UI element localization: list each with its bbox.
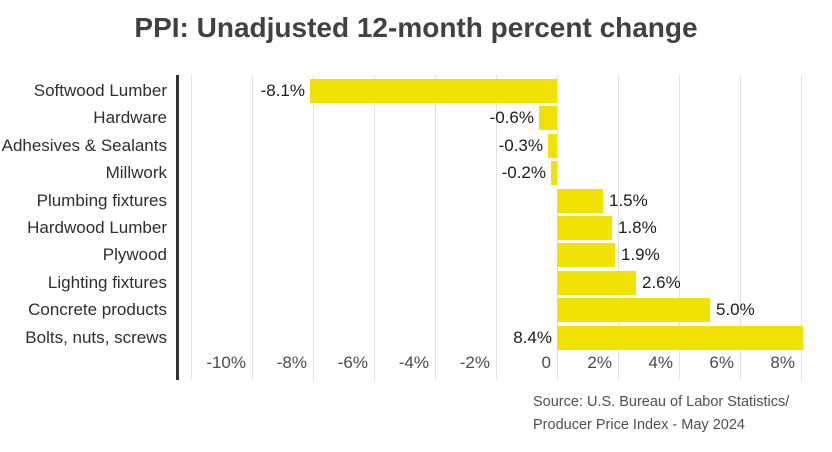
bar bbox=[557, 189, 603, 213]
gridline bbox=[679, 75, 680, 380]
category-label: Hardwood Lumber bbox=[27, 218, 167, 237]
x-tick-label: 8% bbox=[770, 353, 795, 372]
gridline bbox=[496, 75, 497, 380]
plot-area: -10% -8% -6% -4% -2% 0 2% 4% 6% 8% Softwood Lumber… bbox=[0, 75, 832, 380]
x-tick-label: 4% bbox=[648, 353, 673, 372]
x-tick-label: 0 bbox=[541, 353, 551, 372]
bar-value-label: 1.5% bbox=[609, 191, 648, 210]
bar-value-label: -0.6% bbox=[489, 108, 534, 127]
category-label: Millwork bbox=[105, 163, 167, 182]
category-label: Concrete products bbox=[28, 300, 167, 319]
gridline bbox=[374, 75, 375, 380]
bar-value-label: 1.8% bbox=[618, 218, 657, 237]
bar bbox=[551, 161, 557, 185]
category-label: Bolts, nuts, screws bbox=[25, 328, 167, 347]
bar-value-label: -0.2% bbox=[501, 163, 546, 182]
category-label: Softwood Lumber bbox=[33, 81, 167, 100]
category-label: Plywood bbox=[102, 245, 167, 264]
x-tick-label: 6% bbox=[709, 353, 734, 372]
source-line-2: Producer Price Index - May 2024 bbox=[533, 417, 745, 433]
gridline bbox=[191, 75, 192, 380]
bar bbox=[557, 216, 612, 240]
gridline bbox=[801, 75, 802, 380]
chart-title: PPI: Unadjusted 12-month percent change bbox=[134, 12, 698, 43]
bar-value-label: 1.9% bbox=[621, 245, 660, 264]
gridline bbox=[313, 75, 314, 380]
bar bbox=[557, 298, 710, 322]
x-tick-label: -8% bbox=[276, 353, 307, 372]
x-tick-label: -10% bbox=[206, 353, 246, 372]
bar bbox=[548, 134, 557, 158]
bar-value-label: 5.0% bbox=[716, 300, 755, 319]
source-line-1: Source: U.S. Bureau of Labor Statistics/ bbox=[533, 394, 790, 410]
bar-value-label: 2.6% bbox=[642, 273, 681, 292]
bar-value-label: -0.3% bbox=[498, 136, 543, 155]
x-tick-label: -2% bbox=[459, 353, 490, 372]
gridline bbox=[740, 75, 741, 380]
bar-value-label: -8.1% bbox=[260, 81, 305, 100]
bar bbox=[557, 243, 615, 267]
category-label: Hardware bbox=[93, 108, 167, 127]
bar bbox=[557, 271, 636, 295]
category-label: Lighting fixtures bbox=[47, 273, 167, 292]
x-tick-label: 2% bbox=[587, 353, 612, 372]
gridline bbox=[252, 75, 253, 380]
bar-value-label: 8.4% bbox=[513, 328, 552, 347]
bar bbox=[310, 79, 557, 103]
x-tick-label: -6% bbox=[337, 353, 368, 372]
y-axis-line bbox=[176, 75, 179, 380]
x-tick-label: -4% bbox=[398, 353, 429, 372]
bar bbox=[557, 326, 803, 350]
category-label: Adhesives & Sealants bbox=[1, 136, 167, 155]
category-label: Plumbing fixtures bbox=[36, 191, 167, 210]
source-note: Source: U.S. Bureau of Labor Statistics/… bbox=[533, 391, 789, 437]
bar bbox=[539, 106, 557, 130]
gridline bbox=[618, 75, 619, 380]
gridline bbox=[435, 75, 436, 380]
